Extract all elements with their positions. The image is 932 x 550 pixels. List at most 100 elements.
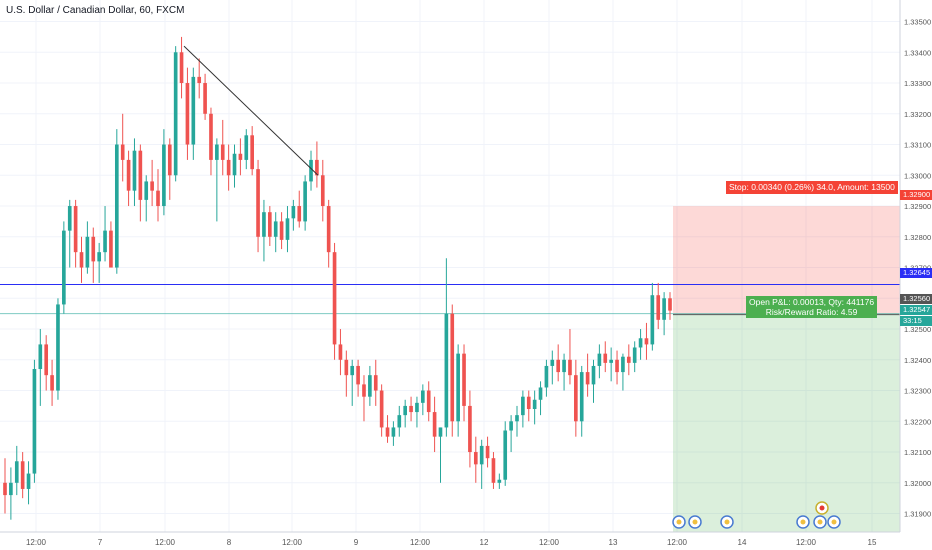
candle <box>56 298 60 400</box>
candle-body <box>226 159 231 176</box>
candle-body <box>215 144 219 160</box>
candle-body <box>479 445 484 465</box>
candle <box>132 138 137 207</box>
candle-body <box>3 482 7 496</box>
candle-body <box>438 427 443 437</box>
candle <box>338 329 343 376</box>
candle <box>244 129 249 170</box>
candle <box>320 159 325 222</box>
candle <box>497 473 502 489</box>
candle-body <box>550 359 555 366</box>
stop-label: Stop: 0.00340 (0.26%) 34.0, Amount: 1350… <box>726 181 898 194</box>
event-marker-dot <box>800 519 806 525</box>
candle <box>267 206 272 247</box>
candle-body <box>450 313 455 422</box>
candle-body <box>167 144 172 176</box>
event-marker-dot <box>692 519 698 525</box>
candle <box>574 359 578 437</box>
candle <box>597 344 602 379</box>
candle-body <box>368 375 372 397</box>
candle-body <box>515 415 519 422</box>
candle <box>556 344 561 382</box>
candle-body <box>603 353 608 363</box>
candle-body <box>638 338 643 348</box>
price-label-blue: 1.32645 <box>900 268 932 278</box>
candle-body <box>468 405 472 453</box>
candle <box>285 206 290 253</box>
x-tick-label: 12:00 <box>667 538 688 547</box>
reward-zone <box>673 314 900 532</box>
candle-body <box>544 365 549 388</box>
y-tick-label: 1.32900 <box>904 202 931 211</box>
candle <box>391 421 396 446</box>
candle <box>456 344 460 437</box>
trendline[interactable] <box>183 45 319 176</box>
pnl-label: Open P&L: 0.00013, Qty: 441176 Risk/Rewa… <box>746 296 878 318</box>
candle <box>450 304 455 437</box>
time-axis: 12:00 7 12:00 8 12:00 9 12:00 12 12:00 13 12:00 14 1… <box>0 531 900 547</box>
candle <box>209 107 213 176</box>
candle <box>173 46 178 182</box>
candle-body <box>456 353 460 422</box>
price-label-last: 1.32560 <box>900 294 932 304</box>
candle-body <box>179 52 184 84</box>
candle <box>397 405 402 437</box>
candle-body <box>220 144 225 160</box>
candle <box>503 421 508 486</box>
candle <box>615 350 619 385</box>
y-tick-label: 1.32200 <box>904 417 931 426</box>
candle <box>373 359 378 406</box>
candle <box>626 344 631 376</box>
candle-body <box>391 427 396 437</box>
y-tick-label: 1.32000 <box>904 479 931 488</box>
candle <box>403 399 408 428</box>
candle <box>26 461 31 505</box>
candles <box>3 36 672 520</box>
candle-body <box>597 353 602 366</box>
candle <box>156 169 160 222</box>
event-marker-dot <box>724 519 730 525</box>
candle <box>150 159 154 207</box>
candle-body <box>462 353 466 406</box>
candle-body <box>256 169 260 237</box>
candle-body <box>232 153 237 176</box>
candle <box>526 390 531 422</box>
candle-body <box>485 445 490 459</box>
candle <box>521 390 525 428</box>
x-tick-label: 12:00 <box>282 538 303 547</box>
chart-title: U.S. Dollar / Canadian Dollar, 60, FXCM <box>6 5 185 16</box>
candle <box>162 129 166 216</box>
candle-body <box>621 356 625 373</box>
candle <box>603 341 608 373</box>
candle-body <box>62 230 66 305</box>
candle-body <box>50 375 54 391</box>
candle <box>38 329 43 406</box>
candle-body <box>38 344 43 370</box>
candle-body <box>579 372 584 422</box>
candle <box>297 190 302 228</box>
y-tick-label: 1.33400 <box>904 48 931 57</box>
candle <box>191 67 196 160</box>
candle-body <box>491 458 496 483</box>
candle <box>532 390 537 425</box>
candle-body <box>556 359 561 373</box>
candle-body <box>267 212 272 237</box>
candle <box>238 138 243 176</box>
candle-body <box>26 473 31 489</box>
x-tick-label: 8 <box>227 538 232 547</box>
candle-body <box>320 175 325 207</box>
candle-body <box>191 76 196 145</box>
candle <box>326 199 331 268</box>
candle <box>273 212 278 253</box>
candle-body <box>67 206 72 231</box>
candle-body <box>197 76 202 84</box>
candle <box>473 436 478 483</box>
candle <box>232 144 237 188</box>
candle-body <box>338 344 343 360</box>
event-markers[interactable] <box>672 501 841 529</box>
candle-body <box>509 421 513 431</box>
candle <box>179 36 184 99</box>
candle <box>568 329 572 385</box>
candle <box>662 292 666 336</box>
